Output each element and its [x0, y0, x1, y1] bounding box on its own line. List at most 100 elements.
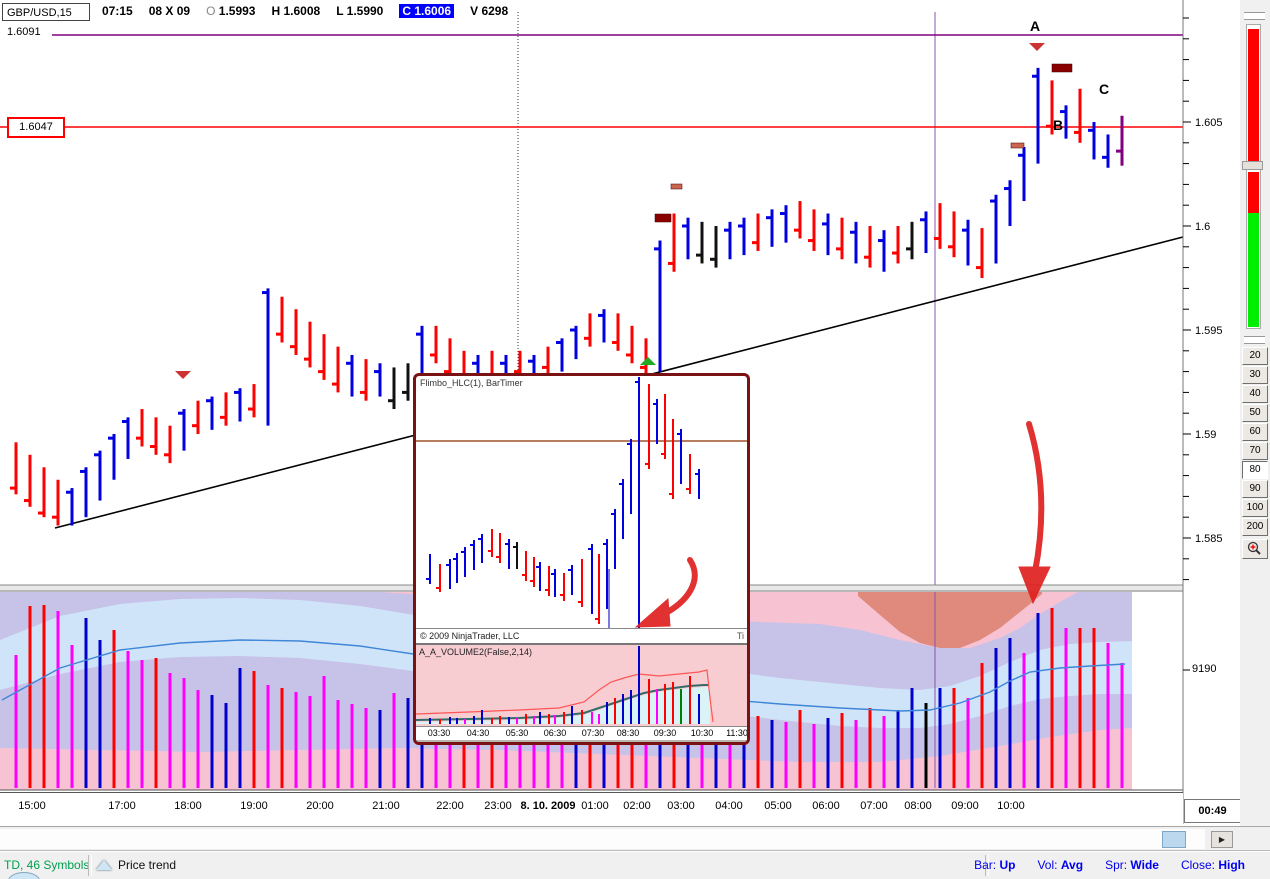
- scrollbar-splitter[interactable]: [1242, 161, 1263, 170]
- volume-value: V 6298: [470, 4, 509, 18]
- inset-envelope-line: [416, 669, 714, 723]
- ohlc-readout: 07:15 08 X 09 O 1.5993 H 1.6008 L 1.5990…: [102, 4, 508, 18]
- price-axis-label: 1.59: [1195, 429, 1216, 441]
- inset-price-canvas: [416, 377, 747, 628]
- inset-time-label: 10:30: [690, 728, 714, 738]
- hscroll-thumb[interactable]: [1162, 831, 1186, 848]
- inset-right-label: Ti: [736, 631, 744, 641]
- open-value: O 1.5993: [206, 4, 256, 18]
- stat-vol: Vol: Avg: [1037, 858, 1084, 872]
- status-separator: [985, 855, 989, 876]
- vertical-scrollbar[interactable]: [1242, 24, 1263, 329]
- inset-time-label: 04:30: [466, 728, 490, 738]
- inset-volume-panel: A_A_VOLUME2(False,2,14): [416, 645, 747, 726]
- inset-chart-window[interactable]: Flimbo_HLC(1), BarTimer © 2009 NinjaTrad…: [413, 373, 750, 745]
- scrollbar-grip-icon[interactable]: [1244, 12, 1265, 20]
- annotation-letter-b: B: [1053, 117, 1064, 133]
- inset-volume-canvas: [416, 646, 714, 724]
- time-axis-label: 05:00: [764, 800, 792, 812]
- time-axis-label: 03:00: [667, 800, 695, 812]
- trend-triangle-icon: [96, 860, 112, 870]
- interval-button-30[interactable]: 30: [1242, 366, 1268, 384]
- scrollbar-green-segment: [1248, 213, 1259, 327]
- inset-time-label: 07:30: [581, 728, 605, 738]
- buy-triangle-icon: [640, 357, 656, 365]
- time-axis-label: 17:00: [108, 800, 136, 812]
- inset-bottom-strip: [416, 740, 747, 742]
- price-trend-indicator: Price trend: [96, 858, 176, 872]
- inset-time-label: 05:30: [505, 728, 529, 738]
- horizontal-scrollbar: ▶: [0, 826, 1270, 852]
- status-bar: TD, 46 Symbols Price trend Bar: Up Vol: A…: [0, 851, 1270, 879]
- scrollbar-red-segment: [1248, 172, 1259, 213]
- hscroll-track[interactable]: [0, 829, 1205, 849]
- inset-price-bars: [426, 377, 700, 628]
- signal-markers: [175, 43, 1073, 379]
- time-axis-label: 20:00: [306, 800, 334, 812]
- interval-button-20[interactable]: 20: [1242, 347, 1268, 365]
- status-separator: [88, 855, 92, 876]
- inset-time-label: 06:30: [543, 728, 567, 738]
- time-axis-label: 07:00: [860, 800, 888, 812]
- time-axis: 15:00 17:00 18:00 19:00 20:00 21:00 22:00 23:00…: [0, 792, 1183, 825]
- time-axis-label: 04:00: [715, 800, 743, 812]
- inset-time-label: 08:30: [616, 728, 640, 738]
- time-axis-label: 10:00: [997, 800, 1025, 812]
- time-axis-label: 23:00: [484, 800, 512, 812]
- time-axis-label: 08:00: [904, 800, 932, 812]
- right-control-panel: 20 30 40 50 60 70 80 90 100 200: [1240, 0, 1270, 826]
- chart-header: GBP/USD,15 07:15 08 X 09 O 1.5993 H 1.60…: [0, 0, 1183, 24]
- sell-triangle-icon: [1029, 43, 1045, 51]
- time-axis-label: 06:00: [812, 800, 840, 812]
- dash-marker: [1051, 63, 1073, 73]
- interval-button-80[interactable]: 80: [1242, 461, 1268, 479]
- time-axis-label: 22:00: [436, 800, 464, 812]
- price-axis-label: 1.6: [1195, 221, 1210, 233]
- inset-step-line: [608, 569, 610, 628]
- time-axis-date-label: 8. 10. 2009: [520, 800, 576, 812]
- price-axis: 1.605 1.6 1.595 1.59 1.585: [1183, 17, 1223, 581]
- market-stats: Bar: Up Vol: Avg Spr: Wide Close: High: [974, 858, 1245, 872]
- bar-timer-countdown: 00:49: [1184, 799, 1241, 823]
- interval-button-100[interactable]: 100: [1242, 499, 1268, 517]
- panel-grip-icon[interactable]: [1244, 336, 1265, 344]
- interval-button-70[interactable]: 70: [1242, 442, 1268, 460]
- bar-time: 07:15: [102, 4, 133, 18]
- dash-marker: [1010, 142, 1025, 149]
- time-axis-label: 01:00: [581, 800, 609, 812]
- interval-button-200[interactable]: 200: [1242, 518, 1268, 536]
- time-axis-label: 19:00: [240, 800, 268, 812]
- dash-marker: [654, 213, 672, 223]
- red-line-price-label: 1.6047: [7, 117, 65, 138]
- inset-time-label: 03:30: [427, 728, 451, 738]
- symbol-box[interactable]: GBP/USD,15: [2, 3, 90, 21]
- inset-cyan-area: [416, 687, 710, 724]
- inset-volume-bars: [429, 646, 700, 724]
- inset-copyright-row: © 2009 NinjaTrader, LLC Ti: [416, 628, 747, 645]
- upper-level-price-label: 1.6091: [7, 26, 41, 38]
- volume-bars: [14, 605, 1124, 788]
- inset-volume-indicator-label: A_A_VOLUME2(False,2,14): [419, 647, 533, 657]
- time-axis-label: 02:00: [623, 800, 651, 812]
- time-axis-label: 18:00: [174, 800, 202, 812]
- interval-button-40[interactable]: 40: [1242, 385, 1268, 403]
- hscroll-right-arrow[interactable]: ▶: [1211, 831, 1233, 848]
- inset-time-label: 09:30: [653, 728, 677, 738]
- interval-button-90[interactable]: 90: [1242, 480, 1268, 498]
- price-axis-label: 1.585: [1195, 533, 1223, 545]
- connection-status: TD, 46 Symbols: [4, 858, 90, 872]
- inset-time-label: 11:30: [726, 728, 748, 738]
- zoom-button[interactable]: [1242, 539, 1268, 559]
- high-value: H 1.6008: [271, 4, 321, 18]
- price-axis-label: 1.605: [1195, 117, 1223, 129]
- inset-time-axis: 03:30 04:30 05:30 06:30 07:30 08:30 09:30 10:30…: [416, 726, 747, 740]
- time-axis-label: 15:00: [18, 800, 46, 812]
- time-axis-label: 21:00: [372, 800, 400, 812]
- dash-marker: [670, 183, 683, 190]
- interval-button-60[interactable]: 60: [1242, 423, 1268, 441]
- stat-close: Close: High: [1180, 858, 1245, 872]
- interval-button-50[interactable]: 50: [1242, 404, 1268, 422]
- inset-title: Flimbo_HLC(1), BarTimer: [420, 378, 523, 388]
- volume-axis-label: 9190: [1192, 663, 1217, 675]
